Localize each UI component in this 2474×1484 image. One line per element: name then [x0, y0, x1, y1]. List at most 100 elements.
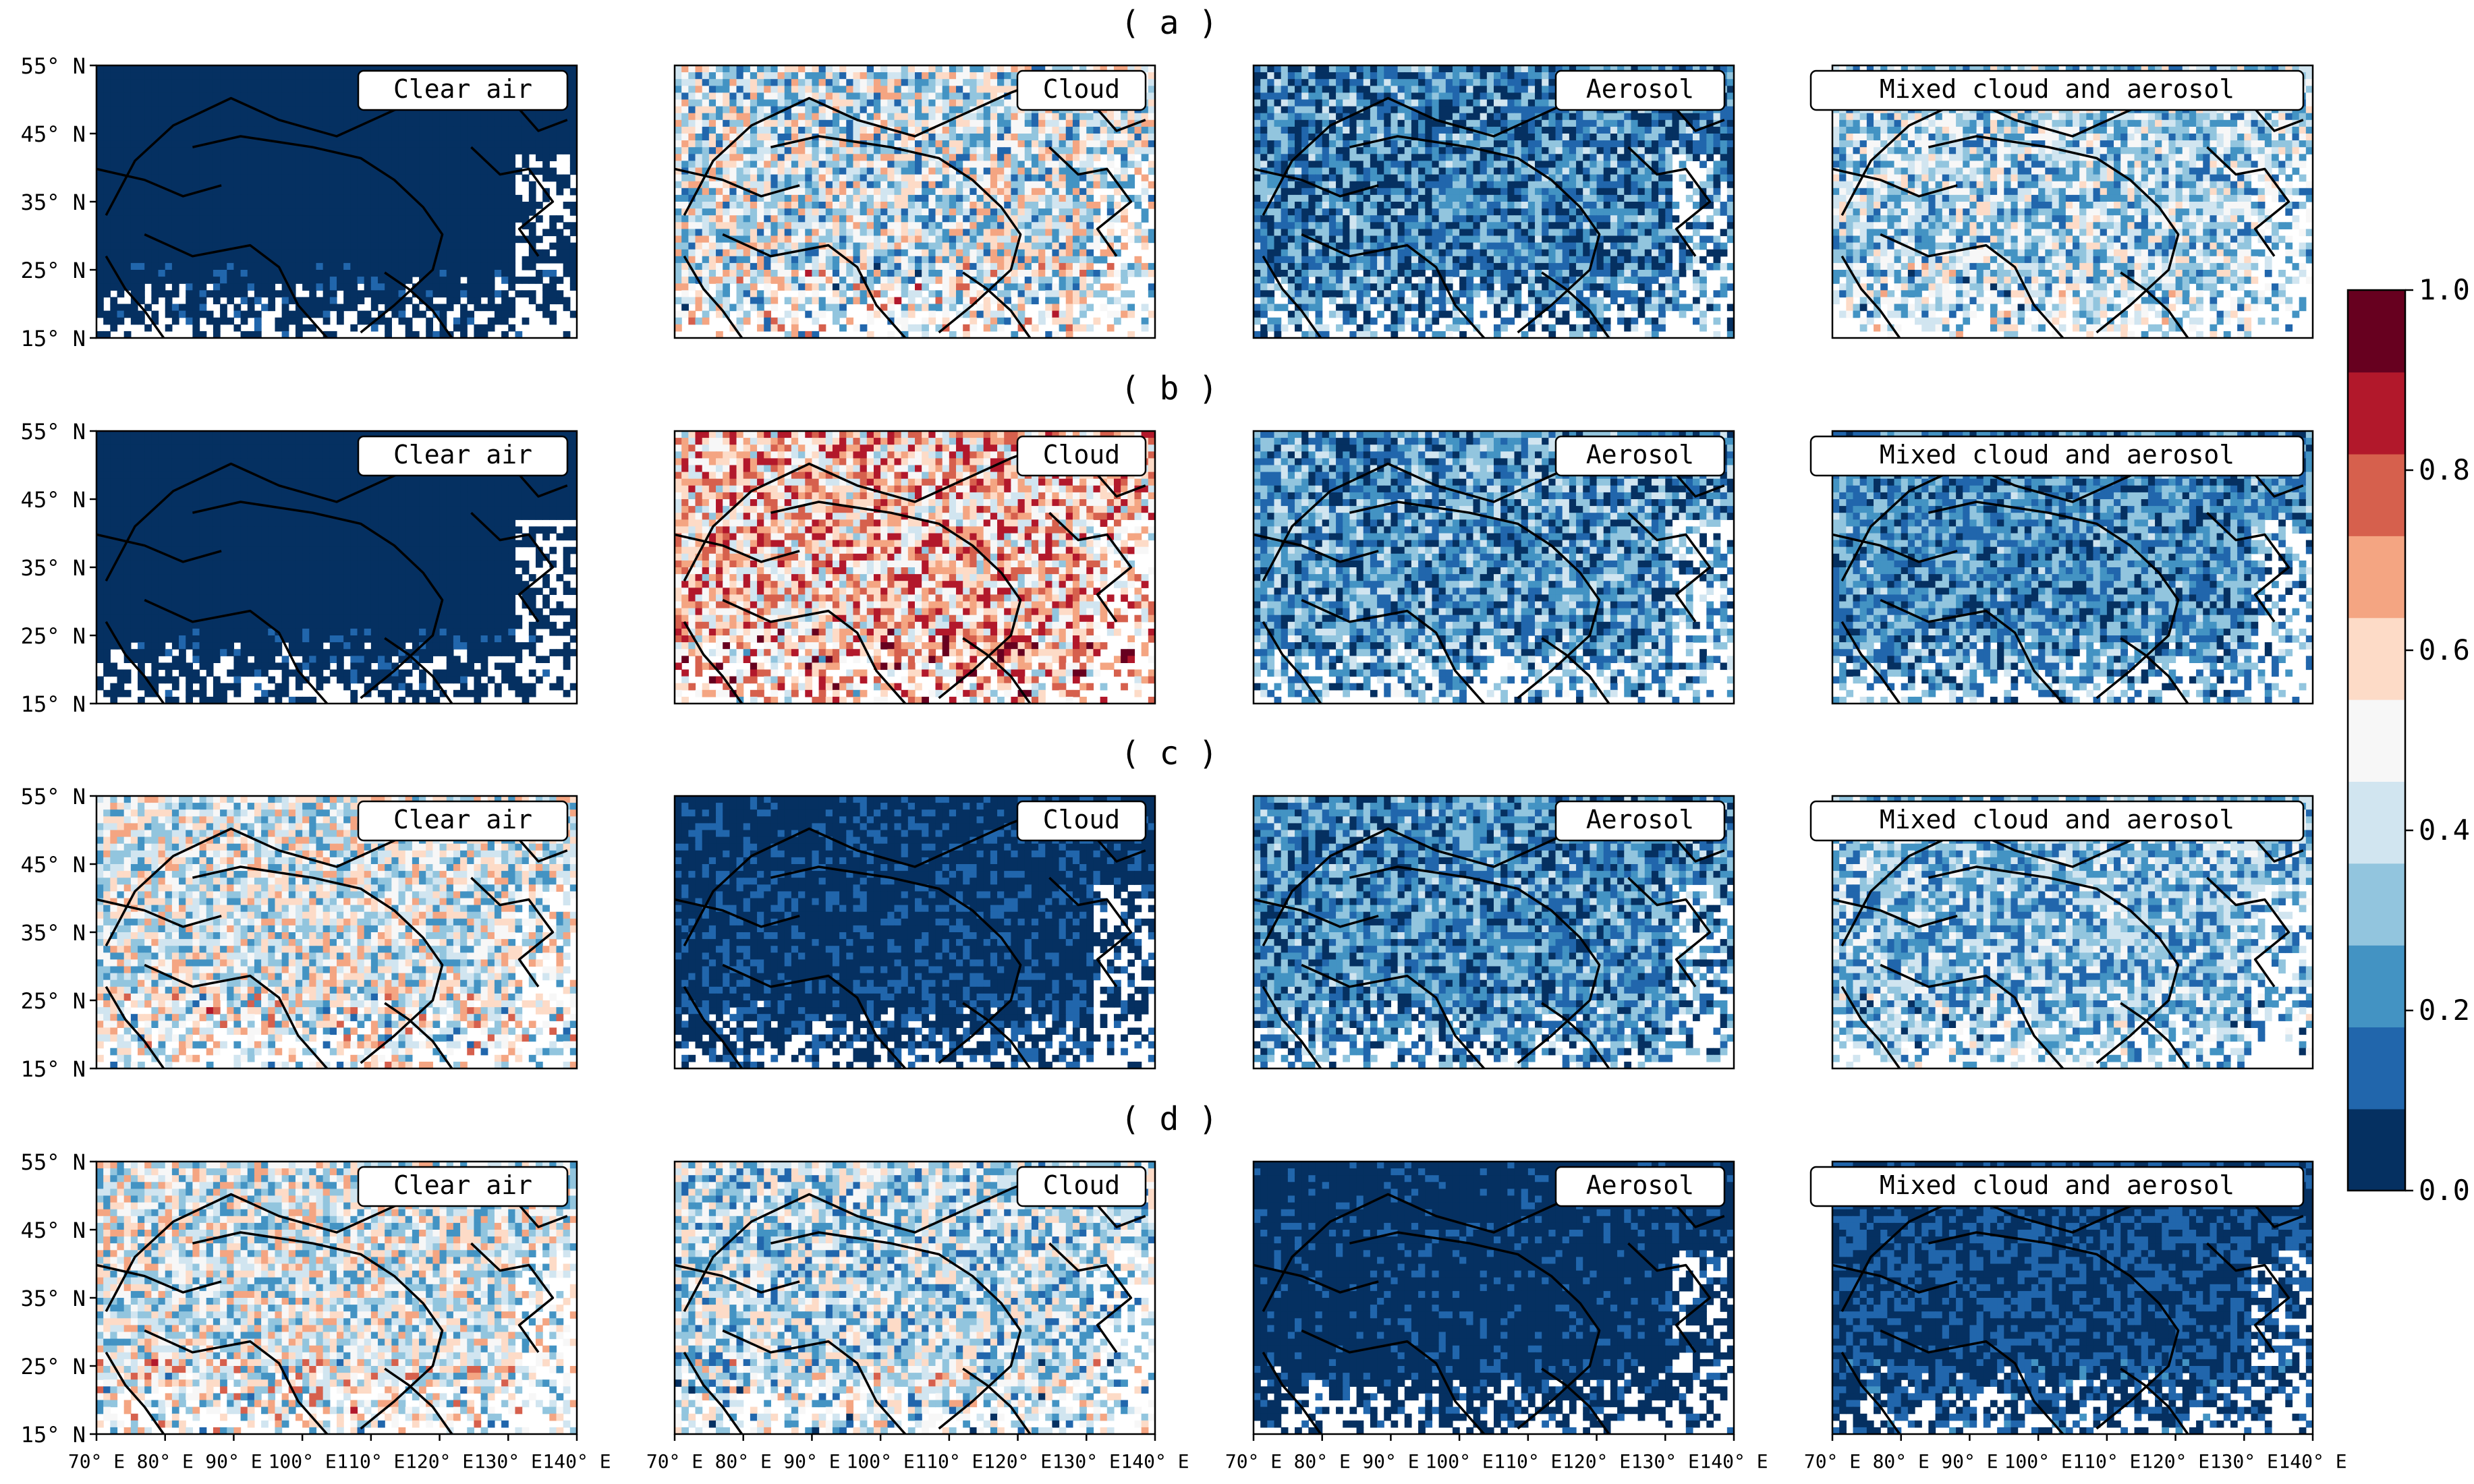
- lon-tick-label: 90° E: [1941, 1450, 1998, 1473]
- colorbar-segment: [2348, 454, 2405, 536]
- panel-title: Clear air: [393, 74, 532, 104]
- colorbar-segment: [2348, 1109, 2405, 1191]
- panel-title: Mixed cloud and aerosol: [1880, 1170, 2234, 1200]
- lon-tick-label: 140° E: [2278, 1450, 2346, 1473]
- lat-tick-label: 35° N: [21, 190, 86, 215]
- colorbar-tick-label: 0.0: [2419, 1174, 2470, 1207]
- lon-tick-label: 80° E: [715, 1450, 772, 1473]
- lat-tick-label: 35° N: [21, 1286, 86, 1311]
- panel-title: Cloud: [1043, 1170, 1120, 1200]
- map-panel: Aerosol: [1254, 1162, 1735, 1435]
- colorbar-segment: [2348, 1027, 2405, 1109]
- colorbar-segment: [2348, 700, 2405, 782]
- lon-tick-label: 130° E: [1631, 1450, 1699, 1473]
- lat-tick-label: 15° N: [21, 1056, 86, 1082]
- colorbar-segment: [2348, 372, 2405, 454]
- lon-tick-label: 70° E: [68, 1450, 125, 1473]
- panel-title: Cloud: [1043, 440, 1120, 469]
- lon-tick-label: 110° E: [337, 1450, 405, 1473]
- lon-tick-label: 130° E: [474, 1450, 542, 1473]
- colorbar-tick-label: 1.0: [2419, 273, 2470, 306]
- lon-tick-label: 110° E: [915, 1450, 983, 1473]
- lon-tick-label: 110° E: [2073, 1450, 2141, 1473]
- lon-tick-label: 130° E: [1052, 1450, 1121, 1473]
- lat-tick-label: 55° N: [21, 784, 86, 809]
- lat-tick-label: 45° N: [21, 121, 86, 147]
- map-panel: Cloud: [675, 796, 1156, 1069]
- colorbar: 1.00.80.60.40.20.0: [2348, 273, 2470, 1207]
- lon-tick-label: 100° E: [847, 1450, 915, 1473]
- panel-title: Mixed cloud and aerosol: [1880, 74, 2234, 104]
- map-panel: Cloud: [675, 1162, 1156, 1435]
- lat-tick-label: 45° N: [21, 487, 86, 513]
- colorbar-segment: [2348, 781, 2405, 863]
- colorbar-segment: [2348, 617, 2405, 700]
- panel-title: Clear air: [393, 440, 532, 469]
- panel-title: Clear air: [393, 1170, 532, 1200]
- map-panel: Aerosol: [1254, 65, 1735, 339]
- lat-tick-label: 55° N: [21, 1149, 86, 1175]
- lon-tick-label: 100° E: [1426, 1450, 1494, 1473]
- map-panel: Mixed cloud and aerosol: [1811, 431, 2313, 704]
- lat-tick-label: 15° N: [21, 691, 86, 717]
- lon-tick-label: 120° E: [2141, 1450, 2210, 1473]
- colorbar-segment: [2348, 945, 2405, 1027]
- lon-tick-label: 100° E: [269, 1450, 337, 1473]
- lon-tick-label: 140° E: [542, 1450, 611, 1473]
- panel-title: Clear air: [393, 805, 532, 834]
- lat-tick-label: 35° N: [21, 555, 86, 581]
- lat-tick-label: 25° N: [21, 623, 86, 649]
- colorbar-tick-label: 0.6: [2419, 633, 2470, 666]
- lat-tick-label: 15° N: [21, 326, 86, 351]
- panel-title: Aerosol: [1586, 1170, 1694, 1200]
- lat-tick-label: 35° N: [21, 920, 86, 946]
- panel-title: Aerosol: [1586, 74, 1694, 104]
- map-panel: Clear air: [96, 431, 578, 704]
- lat-tick-label: 25° N: [21, 258, 86, 283]
- lon-tick-label: 70° E: [1225, 1450, 1282, 1473]
- row-label: ( c ): [1121, 735, 1218, 772]
- colorbar-tick-label: 0.8: [2419, 453, 2470, 486]
- map-panel: Mixed cloud and aerosol: [1811, 1162, 2313, 1435]
- lon-tick-label: 140° E: [1121, 1450, 1189, 1473]
- map-panel: Cloud: [675, 65, 1156, 339]
- lon-tick-label: 80° E: [1294, 1450, 1351, 1473]
- lon-tick-label: 90° E: [783, 1450, 840, 1473]
- lon-tick-label: 120° E: [1563, 1450, 1631, 1473]
- row-label: ( b ): [1121, 370, 1218, 407]
- lon-tick-label: 70° E: [1804, 1450, 1861, 1473]
- colorbar-segment: [2348, 536, 2405, 618]
- lon-tick-label: 120° E: [405, 1450, 474, 1473]
- lon-tick-label: 90° E: [205, 1450, 262, 1473]
- row-label: ( d ): [1121, 1100, 1218, 1138]
- panel-title: Mixed cloud and aerosol: [1880, 440, 2234, 469]
- lat-tick-label: 55° N: [21, 53, 86, 79]
- colorbar-segment: [2348, 863, 2405, 946]
- lon-tick-label: 80° E: [1873, 1450, 1930, 1473]
- map-panel: Clear air: [96, 796, 578, 1069]
- map-panel: Mixed cloud and aerosol: [1811, 65, 2313, 339]
- lon-tick-label: 90° E: [1362, 1450, 1419, 1473]
- panel-title: Aerosol: [1586, 440, 1694, 469]
- colorbar-segment: [2348, 290, 2405, 372]
- panel-title: Cloud: [1043, 805, 1120, 834]
- lon-tick-label: 80° E: [137, 1450, 194, 1473]
- map-panel: Aerosol: [1254, 796, 1735, 1069]
- colorbar-tick-label: 0.2: [2419, 994, 2470, 1027]
- lon-tick-label: 120° E: [984, 1450, 1052, 1473]
- lon-tick-label: 130° E: [2210, 1450, 2278, 1473]
- lat-tick-label: 45° N: [21, 852, 86, 878]
- lat-tick-label: 55° N: [21, 419, 86, 445]
- lat-tick-label: 25° N: [21, 1354, 86, 1379]
- lon-tick-label: 100° E: [2004, 1450, 2073, 1473]
- panel-title: Mixed cloud and aerosol: [1880, 805, 2234, 834]
- lon-tick-label: 70° E: [646, 1450, 703, 1473]
- lon-tick-label: 110° E: [1494, 1450, 1562, 1473]
- lat-tick-label: 45° N: [21, 1218, 86, 1243]
- map-panel: Mixed cloud and aerosol: [1811, 796, 2313, 1069]
- map-panel: Cloud: [675, 431, 1156, 704]
- map-panel: Clear air: [96, 65, 578, 339]
- row-label: ( a ): [1121, 4, 1218, 42]
- panel-title: Aerosol: [1586, 805, 1694, 834]
